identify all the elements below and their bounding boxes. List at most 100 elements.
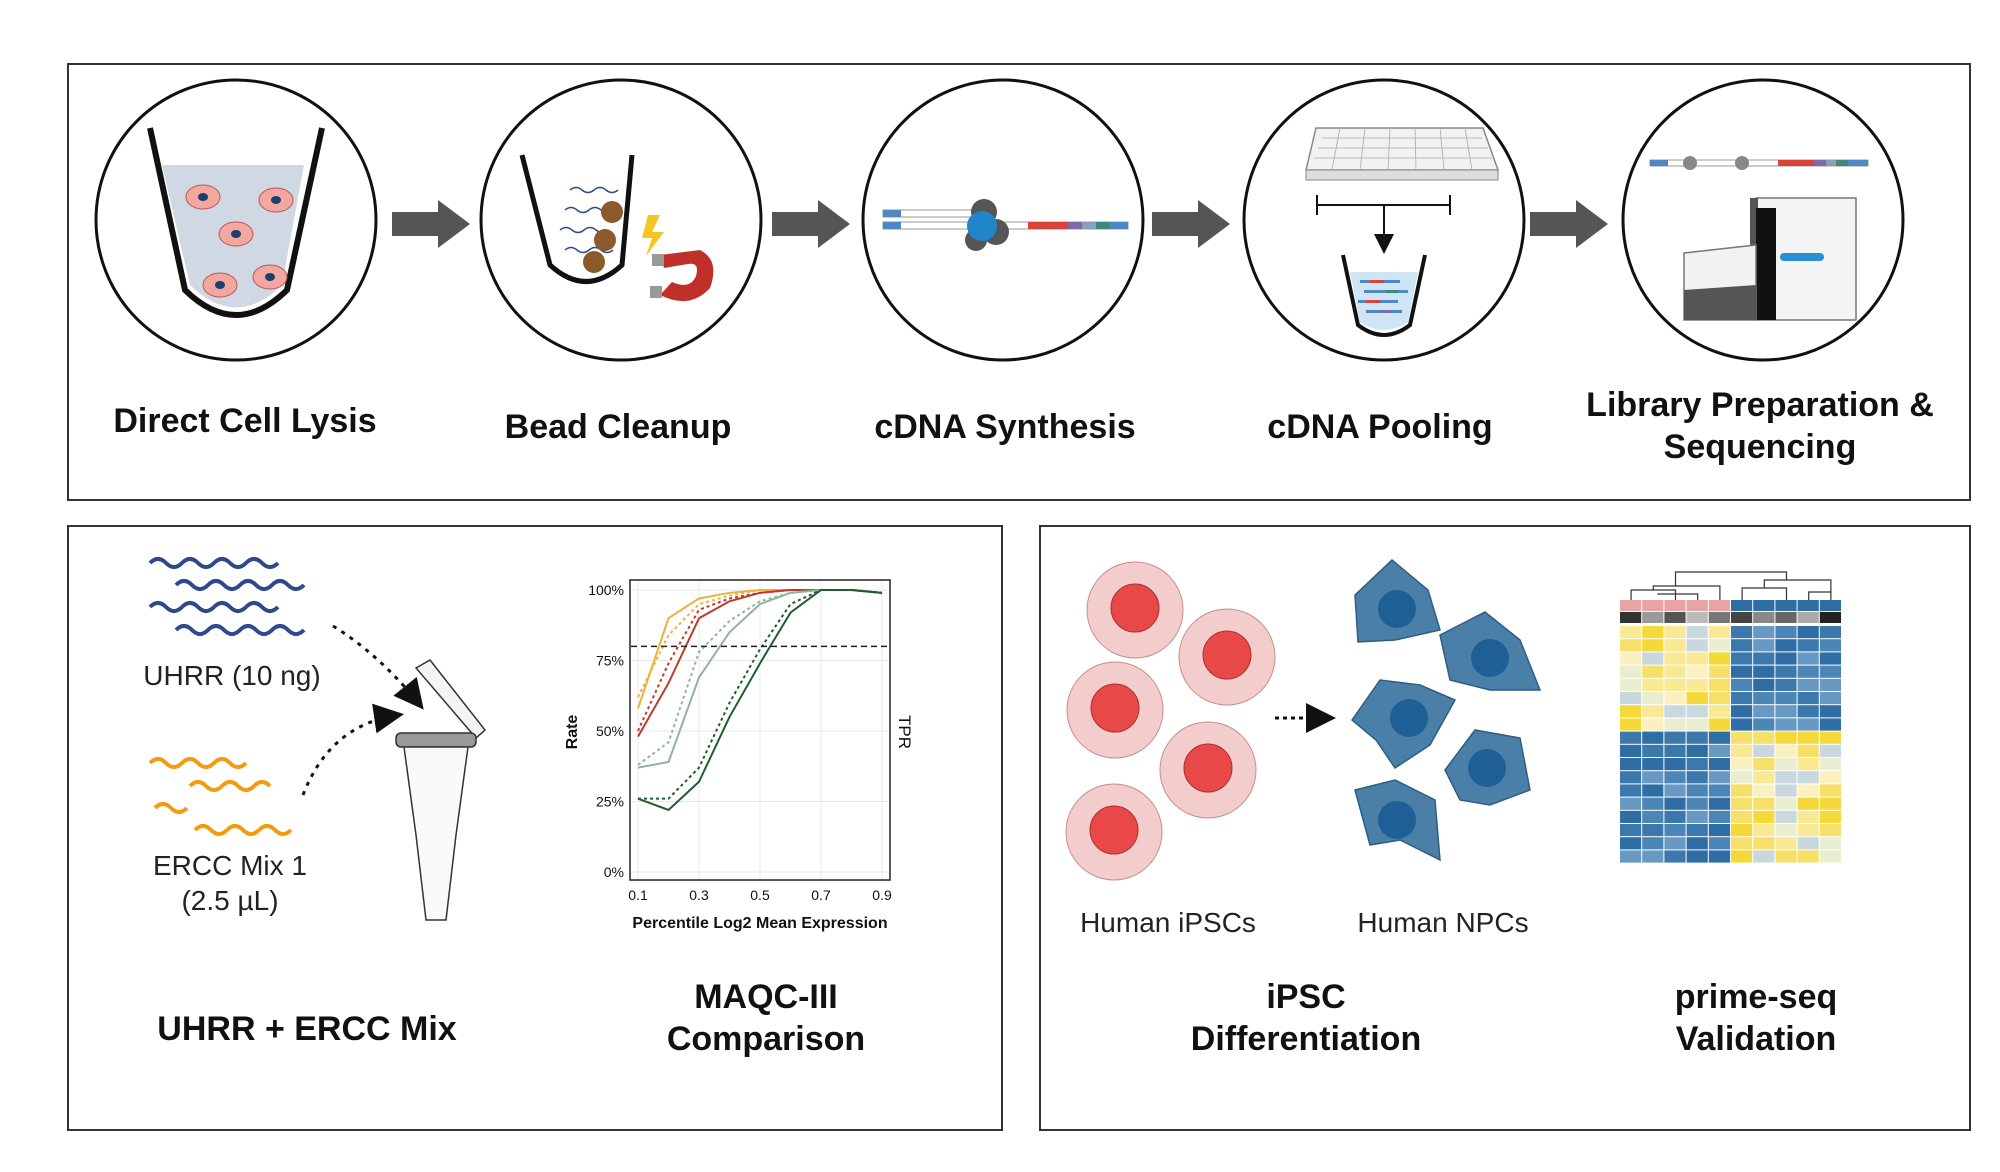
step-label: Direct Cell Lysis bbox=[113, 402, 376, 440]
group-annotation-cell bbox=[1708, 600, 1730, 611]
heatmap-cell bbox=[1819, 731, 1841, 744]
heatmap-cell bbox=[1708, 797, 1730, 810]
heatmap-cell bbox=[1731, 850, 1753, 863]
heatmap-cell bbox=[1664, 797, 1686, 810]
differentiation-caption-line1: iPSC bbox=[1266, 978, 1345, 1016]
x-tick-label: 0.9 bbox=[872, 887, 892, 903]
group-annotation-cell bbox=[1620, 600, 1642, 611]
heatmap-cell bbox=[1775, 652, 1797, 665]
heatmap-cell bbox=[1775, 626, 1797, 639]
heatmap-cell bbox=[1664, 824, 1686, 837]
heatmap-cell bbox=[1642, 744, 1664, 757]
heatmap-cell bbox=[1797, 731, 1819, 744]
heatmap-cell bbox=[1642, 810, 1664, 823]
heatmap-cell bbox=[1620, 771, 1642, 784]
x-tick-label: 0.3 bbox=[689, 887, 709, 903]
tube-icon bbox=[395, 659, 487, 921]
heatmap-cell bbox=[1753, 771, 1775, 784]
heatmap-cell bbox=[1664, 784, 1686, 797]
step-circle bbox=[861, 78, 1145, 362]
sample-annotation-cell bbox=[1753, 612, 1775, 623]
heatmap-cell bbox=[1731, 837, 1753, 850]
y-tick-label: 100% bbox=[588, 582, 624, 598]
heatmap-cell bbox=[1819, 744, 1841, 757]
heatmap-cell bbox=[1708, 837, 1730, 850]
heatmap-cell bbox=[1753, 758, 1775, 771]
validation-caption-line2: Validation bbox=[1676, 1020, 1837, 1058]
heatmap-cell bbox=[1708, 850, 1730, 863]
pooling-bracket bbox=[1316, 195, 1451, 250]
heatmap-cell bbox=[1642, 731, 1664, 744]
right-strip-label: TPR bbox=[895, 715, 914, 749]
heatmap-cell bbox=[1620, 705, 1642, 718]
step-cdna-pooling: cDNA Pooling bbox=[1242, 78, 1526, 446]
heatmap-cell bbox=[1819, 678, 1841, 691]
step-label: cDNA Synthesis bbox=[874, 408, 1135, 446]
heatmap-cell bbox=[1642, 665, 1664, 678]
heatmap-cell bbox=[1620, 678, 1642, 691]
heatmap-cell bbox=[1620, 731, 1642, 744]
heatmap-cell bbox=[1797, 758, 1819, 771]
heatmap-cell bbox=[1753, 850, 1775, 863]
dendrogram bbox=[1630, 571, 1832, 600]
heatmap-cell bbox=[1664, 652, 1686, 665]
heatmap-cell bbox=[1819, 810, 1841, 823]
heatmap-cell bbox=[1731, 705, 1753, 718]
heatmap-cell bbox=[1819, 797, 1841, 810]
heatmap-cell bbox=[1686, 784, 1708, 797]
heatmap-cell bbox=[1753, 705, 1775, 718]
heatmap-cell bbox=[1775, 850, 1797, 863]
heatmap-cell bbox=[1642, 652, 1664, 665]
heatmap-cell bbox=[1819, 784, 1841, 797]
y-tick-label: 50% bbox=[596, 723, 624, 739]
heatmap-cell bbox=[1620, 718, 1642, 731]
x-axis-label: Percentile Log2 Mean Expression bbox=[632, 915, 887, 932]
sample-annotation-cell bbox=[1797, 612, 1819, 623]
sample-annotation-cell bbox=[1731, 612, 1753, 623]
heatmap-cell bbox=[1708, 744, 1730, 757]
heatmap-cell bbox=[1775, 771, 1797, 784]
heatmap-cell bbox=[1708, 626, 1730, 639]
right-caption-line1: MAQC-III bbox=[694, 978, 838, 1016]
tube-outline-icon bbox=[147, 127, 325, 318]
left-caption: UHRR + ERCC Mix bbox=[157, 1010, 457, 1048]
heatmap-cell bbox=[1819, 665, 1841, 678]
heatmap-cell bbox=[1797, 850, 1819, 863]
heatmap-cell bbox=[1753, 810, 1775, 823]
heatmap-cell bbox=[1708, 692, 1730, 705]
heatmap-cell bbox=[1731, 797, 1753, 810]
series-line bbox=[637, 589, 883, 732]
heatmap-cell bbox=[1797, 639, 1819, 652]
heatmap-cell bbox=[1620, 784, 1642, 797]
group-annotation-cell bbox=[1819, 600, 1841, 611]
heatmap-cell bbox=[1708, 758, 1730, 771]
heatmap-cell bbox=[1642, 718, 1664, 731]
heatmap-cell bbox=[1664, 744, 1686, 757]
heatmap-cell bbox=[1620, 758, 1642, 771]
step-label-line2: Sequencing bbox=[1664, 428, 1857, 466]
heatmap-cell bbox=[1819, 758, 1841, 771]
heatmap-cell bbox=[1753, 731, 1775, 744]
heatmap-cell bbox=[1642, 771, 1664, 784]
heatmap-cell bbox=[1686, 744, 1708, 757]
heatmap-cell bbox=[1731, 744, 1753, 757]
heatmap-cell bbox=[1797, 705, 1819, 718]
heatmap-cell bbox=[1797, 784, 1819, 797]
heatmap-cell bbox=[1642, 758, 1664, 771]
heatmap-cell bbox=[1686, 824, 1708, 837]
step-library-sequencing: Library Preparation & Sequencing bbox=[1586, 78, 1934, 466]
validation-caption-line1: prime-seq bbox=[1675, 978, 1838, 1016]
heatmap-cell bbox=[1819, 652, 1841, 665]
step-circle bbox=[479, 78, 763, 362]
group-annotation-cell bbox=[1731, 600, 1753, 611]
sequencer-icon bbox=[1683, 197, 1857, 321]
heatmap-cell bbox=[1775, 692, 1797, 705]
heatmap-cell bbox=[1797, 665, 1819, 678]
heatmap bbox=[1620, 571, 1841, 863]
heatmap-cell bbox=[1708, 784, 1730, 797]
heatmap-cell bbox=[1753, 744, 1775, 757]
heatmap-cell bbox=[1686, 652, 1708, 665]
heatmap-cell bbox=[1819, 639, 1841, 652]
x-tick-label: 0.7 bbox=[811, 887, 831, 903]
